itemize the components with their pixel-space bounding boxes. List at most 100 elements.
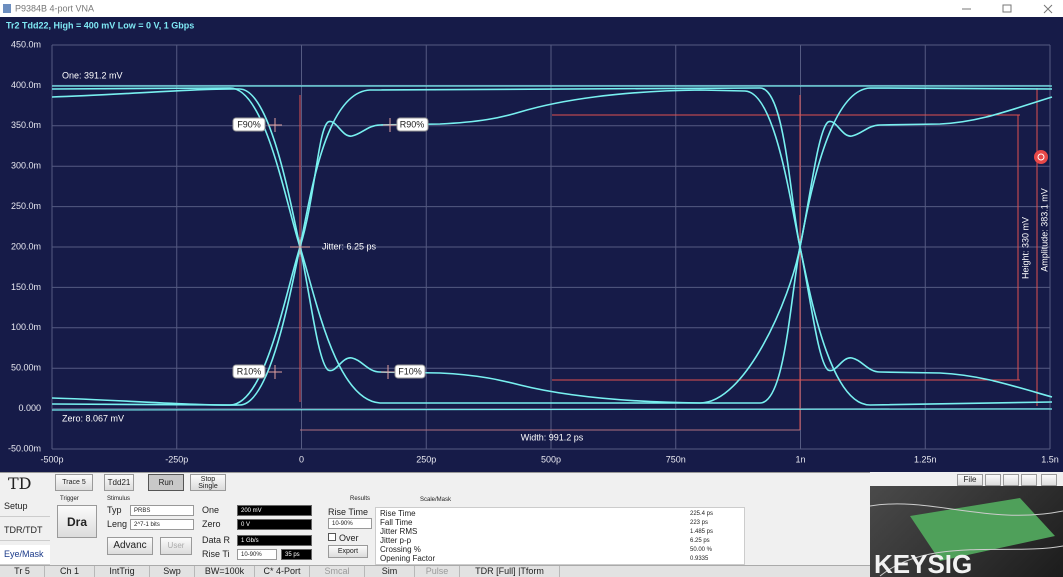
camera-inset: KEYSIG <box>870 486 1063 577</box>
x-tick-label: 500p <box>541 454 561 464</box>
result-value: 225.4 ps <box>690 510 714 517</box>
maximize[interactable] <box>1002 4 1012 13</box>
marker-cross <box>268 118 282 132</box>
side-tab[interactable]: TDR/TDT <box>0 521 50 541</box>
window-title: P9384B 4-port VNA <box>15 3 94 13</box>
marker-label: R90% <box>400 119 425 129</box>
status-bar <box>0 565 870 577</box>
marker-label: F90% <box>237 119 261 129</box>
field-label: Rise Ti <box>202 549 230 559</box>
toolbar-icon[interactable] <box>1003 474 1019 486</box>
stimulus-heading: Stimulus <box>107 496 131 502</box>
marker-box <box>394 364 426 379</box>
user-button[interactable]: User <box>160 537 192 555</box>
close[interactable] <box>1043 4 1053 14</box>
jitter: Jitter: 6.25 ps <box>322 241 377 251</box>
status-cell[interactable]: C* 4-Port <box>255 566 310 577</box>
toolbar-icon[interactable] <box>1021 474 1037 486</box>
toolbar-icon[interactable] <box>1041 474 1057 486</box>
type-select[interactable]: PRBS <box>130 505 194 516</box>
result-label: Jitter p-p <box>380 536 412 545</box>
x-tick-label: 1.25n <box>914 454 937 464</box>
trace-button[interactable]: Trace 5 <box>55 474 93 491</box>
field-input[interactable]: 0 V <box>237 519 312 530</box>
x-tick-label: -250p <box>165 454 188 464</box>
alert-icon[interactable] <box>1034 150 1048 164</box>
advanced-button[interactable]: Advanc <box>107 537 153 555</box>
field-label: One <box>202 505 220 515</box>
result-value: 50.00 % <box>690 546 713 553</box>
length-select[interactable]: 2^7-1 bits <box>130 519 194 530</box>
rise-time-select[interactable]: 10-90% <box>328 518 372 529</box>
toolbar-icon[interactable] <box>985 474 1001 486</box>
field-input[interactable]: 1 Gb/s <box>237 535 312 546</box>
result-label: Crossing % <box>380 545 421 554</box>
marker-label: F10% <box>398 366 422 376</box>
eye-width: Width: 991.2 ps <box>521 432 584 442</box>
field-label: Data R <box>202 535 231 545</box>
x-tick-label: 1n <box>795 454 805 464</box>
marker-cross <box>268 365 282 379</box>
status-cell[interactable]: Tr 5 <box>0 566 45 577</box>
eye-trace <box>51 88 1053 404</box>
result-label: Rise Time <box>380 509 416 518</box>
x-tick-label: 1.5n <box>1041 454 1059 464</box>
result-value: 0.9335 <box>690 555 709 562</box>
one-level: One: 391.2 mV <box>62 70 123 80</box>
y-tick-label: 200.0m <box>11 241 41 251</box>
y-tick-label: -50.00m <box>8 443 41 453</box>
eye-display: P9384B 4-port VNA Tr2 Tdd22, High = 400 … <box>0 0 1063 472</box>
marker-cross <box>381 365 395 379</box>
stop-button[interactable]: Stop Single <box>190 474 226 491</box>
camera-image: KEYSIG <box>870 498 1063 577</box>
y-tick-label: 50.00m <box>11 363 41 373</box>
result-label: Fall Time <box>380 518 413 527</box>
run-button[interactable]: Run <box>148 474 184 491</box>
field-label: Leng <box>107 519 128 529</box>
status-cell[interactable]: IntTrig <box>95 566 150 577</box>
eye-amplitude: Amplitude: 383.1 mV <box>1039 188 1049 272</box>
results-heading: Results <box>350 496 371 502</box>
side-tab[interactable]: Setup <box>0 497 50 517</box>
export-button[interactable]: Export <box>328 545 368 558</box>
rise-select[interactable]: 10-90% <box>237 549 277 560</box>
field-input[interactable]: 200 mV <box>237 505 312 516</box>
results-table <box>375 507 745 565</box>
status-cell[interactable]: Ch 1 <box>45 566 95 577</box>
y-tick-label: 450.0m <box>11 39 41 49</box>
result-value: 1.485 ps <box>690 528 714 535</box>
result-value: 6.25 ps <box>690 537 710 544</box>
marker-cross <box>290 237 310 257</box>
alert-icon-glyph <box>1037 153 1045 161</box>
eye-trace <box>51 87 1053 404</box>
status-cell[interactable]: BW=100k <box>195 566 255 577</box>
mode-label: TD <box>8 475 32 493</box>
trigger-heading: Trigger <box>60 496 79 502</box>
field-label: Rise Time <box>328 507 369 517</box>
y-tick-label: 100.0m <box>11 322 41 332</box>
tdd21-button[interactable]: Tdd21 <box>104 474 134 491</box>
cables <box>870 503 1063 577</box>
side-tab[interactable]: Eye/Mask <box>0 545 50 565</box>
y-tick-label: 350.0m <box>11 120 41 130</box>
marker-box <box>396 117 429 132</box>
result-label: Jitter RMS <box>380 527 418 536</box>
title-bar <box>0 0 1063 17</box>
file-button[interactable]: File <box>957 474 983 486</box>
rise-input[interactable]: 35 ps <box>281 549 312 560</box>
status-cell[interactable]: Pulse <box>415 566 460 577</box>
field-label: Typ <box>107 505 122 515</box>
x-tick-label: -500p <box>40 454 63 464</box>
field-label: Zero <box>202 519 221 529</box>
status-cell[interactable]: Sim <box>365 566 415 577</box>
over-checkbox[interactable] <box>328 533 336 541</box>
status-cell[interactable]: Swp <box>150 566 195 577</box>
trigger-button[interactable]: Dra <box>57 505 97 538</box>
result-label: Opening Factor <box>380 554 436 563</box>
status-cell[interactable]: Smcal <box>310 566 365 577</box>
eye-height: Height: 330 mV <box>1020 217 1030 279</box>
scale-mask-tab[interactable]: Scale/Mask <box>420 496 452 503</box>
trace-title: Tr2 Tdd22, High = 400 mV Low = 0 V, 1 Gb… <box>6 20 194 30</box>
y-tick-label: 400.0m <box>11 80 41 90</box>
status-cell[interactable]: TDR [Full] |Tform <box>460 566 560 577</box>
